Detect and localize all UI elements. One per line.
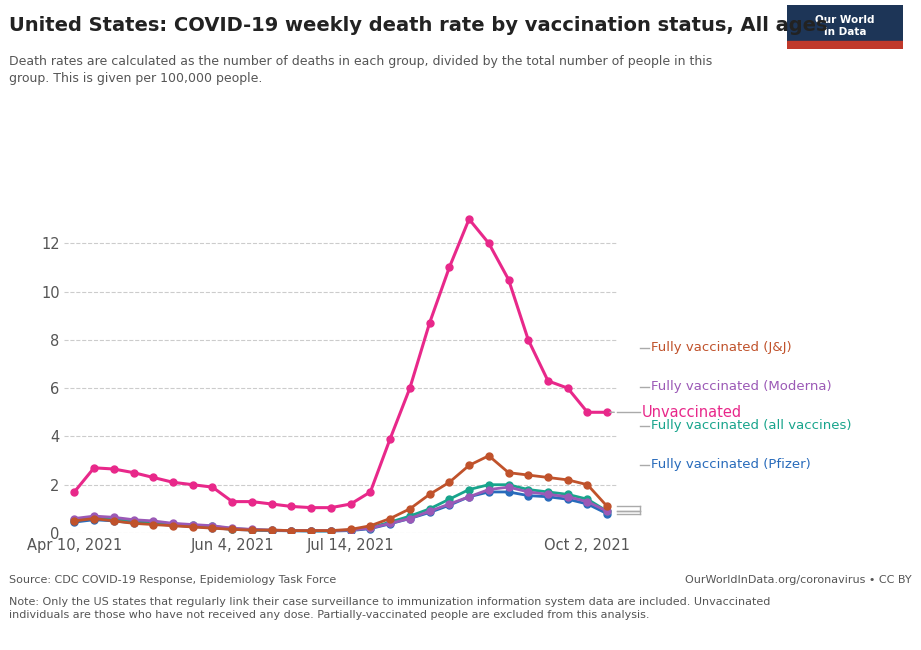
Bar — [787, 41, 903, 49]
Text: Note: Only the US states that regularly link their case surveillance to immuniza: Note: Only the US states that regularly … — [9, 597, 771, 620]
Text: Unvaccinated: Unvaccinated — [642, 405, 742, 420]
Text: Fully vaccinated (Pfizer): Fully vaccinated (Pfizer) — [651, 458, 810, 471]
Text: Death rates are calculated as the number of deaths in each group, divided by the: Death rates are calculated as the number… — [9, 55, 713, 85]
Text: Source: CDC COVID-19 Response, Epidemiology Task Force: Source: CDC COVID-19 Response, Epidemiol… — [9, 575, 336, 585]
Text: in Data: in Data — [823, 27, 867, 37]
Text: United States: COVID-19 weekly death rate by vaccination status, All ages: United States: COVID-19 weekly death rat… — [9, 16, 828, 35]
Text: Fully vaccinated (Moderna): Fully vaccinated (Moderna) — [651, 380, 832, 393]
Text: Fully vaccinated (all vaccines): Fully vaccinated (all vaccines) — [651, 419, 852, 432]
Text: Our World: Our World — [815, 15, 875, 25]
Text: OurWorldInData.org/coronavirus • CC BY: OurWorldInData.org/coronavirus • CC BY — [685, 575, 912, 585]
Text: Fully vaccinated (J&J): Fully vaccinated (J&J) — [651, 341, 792, 354]
